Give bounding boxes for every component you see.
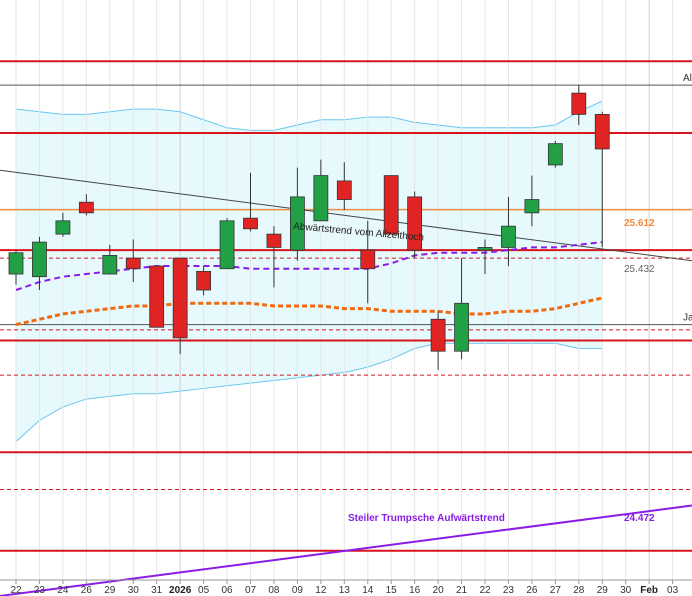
- ma-slow-line: [15, 296, 603, 327]
- x-tick-label: 03: [667, 585, 679, 596]
- orange-level-label: 25.612: [624, 218, 655, 229]
- candle: [289, 167, 305, 261]
- candle: [102, 244, 118, 275]
- candle-body: [55, 220, 71, 235]
- candle-body: [360, 249, 376, 270]
- candle-body: [266, 233, 282, 248]
- candle: [594, 111, 610, 248]
- x-tick-label: 12: [315, 585, 327, 596]
- uptrend-label: Steiler Trumpsche Aufwärtstrend: [348, 513, 505, 524]
- x-tick-label: 08: [268, 585, 280, 596]
- bollinger-fill: [16, 101, 603, 442]
- candle-body: [383, 175, 399, 235]
- candle-body: [8, 252, 24, 275]
- candle-body: [78, 201, 94, 214]
- downtrend-end-label: 25.432: [624, 264, 655, 275]
- x-tick-label: 26: [81, 585, 93, 596]
- candle-body: [172, 257, 188, 339]
- candle: [172, 257, 188, 354]
- x-tick-label: 23: [34, 585, 46, 596]
- candle: [266, 226, 282, 288]
- x-tick-label: 31: [151, 585, 163, 596]
- candle-body: [594, 114, 610, 150]
- ma-fast-line: [15, 241, 603, 291]
- candle-body: [289, 196, 305, 251]
- x-tick-label: Feb: [640, 585, 658, 596]
- level-label: Ja: [683, 313, 692, 324]
- x-tick-label: 22: [479, 585, 491, 596]
- candle: [383, 175, 399, 235]
- candle-body: [196, 270, 212, 291]
- bollinger-lower-line: [15, 342, 603, 443]
- candle: [8, 250, 24, 285]
- candle-body: [454, 302, 469, 352]
- bollinger-upper-line: [15, 100, 603, 131]
- x-tick-label: 27: [550, 585, 562, 596]
- candle: [454, 258, 469, 360]
- x-tick-label: 15: [386, 585, 398, 596]
- candle: [196, 266, 212, 296]
- candle: [524, 175, 540, 227]
- x-tick-label: 30: [128, 585, 140, 596]
- x-tick-label: 28: [573, 585, 585, 596]
- candle: [501, 196, 516, 267]
- x-tick-label: 16: [409, 585, 421, 596]
- x-tick-label: 29: [597, 585, 609, 596]
- x-tick-label: 07: [245, 585, 257, 596]
- candle-body: [32, 241, 47, 278]
- candle-body: [501, 225, 516, 248]
- candle-body: [477, 247, 493, 251]
- candle-body: [430, 318, 446, 352]
- candle-body: [102, 255, 118, 275]
- candle-body: [524, 199, 540, 214]
- candle-body: [407, 196, 423, 251]
- moving-averages: [15, 241, 603, 327]
- x-axis: 22 23 24 26 29 30 31 2026 05 06 07 08 09 12 13 14 15 16 20…: [0, 579, 692, 596]
- x-tick-label: 30: [620, 585, 632, 596]
- candle: [32, 236, 47, 290]
- x-tick-label: 29: [104, 585, 116, 596]
- level-label: All: [683, 73, 692, 84]
- x-tick-label: 20: [433, 585, 445, 596]
- x-tick-label: 2026: [169, 585, 192, 596]
- candle: [360, 220, 376, 304]
- candle: [547, 141, 563, 168]
- candle: [571, 85, 587, 126]
- candle: [149, 265, 165, 328]
- candle-body: [547, 143, 563, 166]
- x-tick-label: 21: [456, 585, 468, 596]
- candle: [336, 162, 352, 211]
- x-tick-label: 26: [526, 585, 538, 596]
- candle-body: [149, 265, 165, 328]
- x-tick-label: 24: [57, 585, 69, 596]
- x-tick-label: 06: [221, 585, 233, 596]
- bollinger-band: [15, 100, 603, 443]
- x-tick-label: 05: [198, 585, 210, 596]
- candle: [430, 311, 446, 370]
- x-tick-label: 14: [362, 585, 374, 596]
- candle-body: [571, 92, 587, 115]
- x-tick-label: 13: [339, 585, 351, 596]
- candle: [219, 218, 235, 270]
- x-tick-label: 23: [503, 585, 515, 596]
- uptrend-line: [0, 504, 692, 596]
- candle: [125, 239, 141, 283]
- candle: [78, 194, 94, 216]
- candle-body: [243, 217, 258, 230]
- candle: [477, 239, 493, 275]
- candle: [243, 172, 258, 232]
- uptrend-end-label: 24.472: [624, 513, 655, 524]
- candle-body: [313, 175, 329, 222]
- candle-body: [125, 257, 141, 270]
- candle: [55, 212, 71, 237]
- candle-body: [336, 180, 352, 200]
- candle: [407, 191, 423, 259]
- candle: [313, 159, 329, 222]
- x-tick-label: 22: [10, 585, 22, 596]
- candle-body: [219, 220, 235, 270]
- x-tick-label: 09: [292, 585, 304, 596]
- candles: [8, 85, 610, 370]
